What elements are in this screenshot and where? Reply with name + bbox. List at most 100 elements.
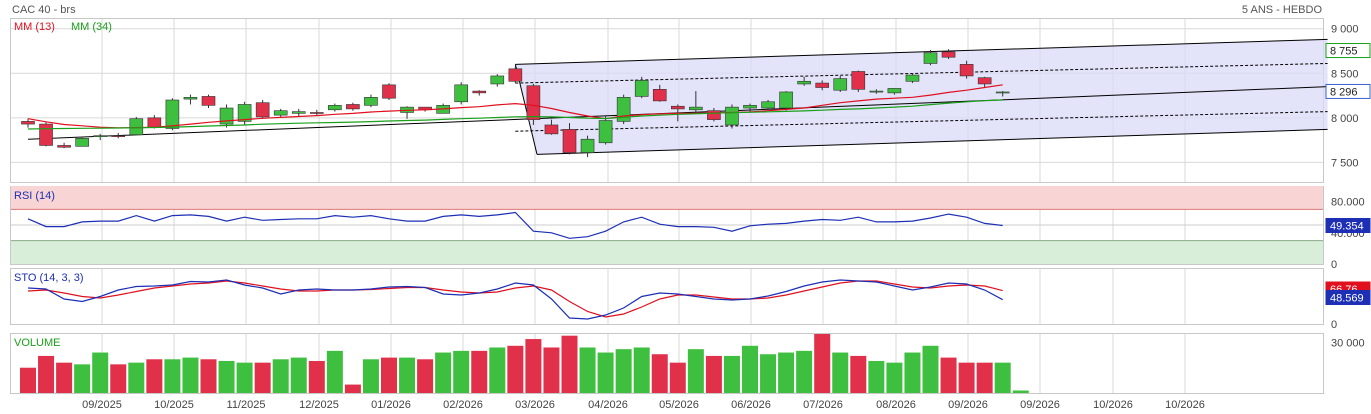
- candle-body: [634, 80, 649, 97]
- volume-bar: [994, 362, 1011, 393]
- volume-bar: [723, 355, 740, 393]
- x-tick-label: 09/2026: [948, 399, 988, 411]
- rsi-badge-box: [1325, 218, 1371, 234]
- candle-body: [255, 102, 270, 118]
- sto-title: STO (14, 3, 3): [14, 272, 84, 284]
- axis-ticks: 09/2025 10/2025 11/2025 12/2025 01/2026 02/20…: [82, 24, 1365, 411]
- ma13-line: [27, 84, 1003, 129]
- x-tick-label: 07/2026: [803, 399, 843, 411]
- rsi-overbought-zone: [11, 186, 1323, 210]
- candle-body: [75, 138, 89, 147]
- sto-tick-label: 0: [1331, 319, 1337, 331]
- volume-bar: [778, 352, 795, 393]
- volume-bar: [417, 359, 434, 393]
- volume-bar: [326, 350, 343, 393]
- candle-body: [977, 77, 992, 85]
- rsi-title: RSI (14): [14, 190, 55, 202]
- candle-body: [147, 117, 162, 128]
- rsi-tick-label: 0: [1331, 259, 1337, 271]
- price-high-badge: 8 755: [1330, 46, 1358, 58]
- volume-bar: [850, 355, 867, 393]
- volume-bar: [308, 360, 325, 393]
- candle-body: [346, 104, 360, 110]
- period-label: 5 ANS - HEBDO: [1242, 4, 1323, 16]
- candle-body: [309, 112, 324, 114]
- x-tick-label: 10/2025: [154, 399, 194, 411]
- x-tick-label: 10/2026: [1093, 399, 1133, 411]
- candle-body: [851, 71, 866, 90]
- volume-bar: [796, 350, 813, 393]
- volume-bar: [236, 362, 253, 393]
- candle-body: [833, 78, 848, 91]
- volume-bar: [74, 364, 91, 393]
- candle-body: [21, 121, 35, 125]
- x-tick-label: 11/2025: [227, 399, 266, 411]
- candle-body: [201, 96, 216, 106]
- candle-body: [905, 74, 920, 82]
- x-tick-label: 08/2026: [876, 399, 916, 411]
- candle-body: [291, 111, 306, 114]
- candle-body: [779, 91, 793, 109]
- candle-body: [219, 107, 234, 125]
- volume-bar: [705, 355, 722, 393]
- candle-body: [743, 105, 757, 109]
- x-tick-label: 01/2026: [371, 399, 411, 411]
- rsi-zones: [11, 186, 1323, 264]
- channel-upper: [515, 38, 1328, 65]
- volume-bar: [543, 347, 560, 393]
- sto-k-badge-box: [1325, 290, 1371, 305]
- candle-body: [364, 97, 378, 106]
- x-tick-label: 05/2026: [659, 399, 699, 411]
- volume-bar: [525, 339, 542, 393]
- volume-bar: [471, 350, 488, 393]
- candle-body: [923, 52, 938, 64]
- x-tick-label: 09/2026: [1020, 399, 1060, 411]
- rsi-oversold-zone: [11, 240, 1323, 264]
- candle-body: [273, 110, 288, 116]
- volume-bar: [651, 354, 668, 393]
- price-tick-label: 8 500: [1331, 68, 1359, 80]
- volume-bar: [218, 360, 235, 393]
- indicator-lines: [27, 84, 1003, 320]
- sto-panel: [10, 268, 1324, 325]
- volume-bar: [976, 362, 993, 393]
- price-tick-label: 7 500: [1331, 157, 1359, 169]
- sto-k-badge: 48.569: [1330, 293, 1364, 305]
- volume-bar: [868, 360, 885, 393]
- candle-body: [580, 138, 595, 153]
- volume-bar: [958, 362, 975, 393]
- price-last-badge-box: [1325, 83, 1371, 99]
- candle-body: [815, 82, 830, 88]
- channel-fill: [515, 39, 1328, 155]
- candle-body: [941, 51, 956, 58]
- volume-bar: [38, 355, 55, 393]
- volume-bar: [489, 347, 506, 393]
- rsi-badge: 49.354: [1330, 221, 1364, 233]
- x-tick-label: 04/2026: [588, 399, 628, 411]
- candle-body: [129, 118, 144, 136]
- volume-bar: [579, 347, 596, 393]
- volume-bar: [561, 335, 578, 393]
- volume-title: VOLUME: [14, 337, 60, 349]
- price-tick-label: 9 000: [1331, 24, 1359, 36]
- candle-body: [995, 91, 1010, 94]
- volume-bar: [92, 352, 109, 393]
- volume-bar: [922, 345, 939, 393]
- regression-channel: [27, 38, 1328, 155]
- volume-bar: [272, 359, 289, 393]
- channel-lower: [536, 128, 1328, 155]
- x-tick-label: 03/2026: [515, 399, 555, 411]
- candle-body: [508, 68, 523, 82]
- volume-bar: [886, 362, 903, 393]
- volume-bar: [362, 359, 379, 393]
- candle-body: [39, 123, 53, 146]
- volume-bar: [760, 354, 777, 393]
- volume-bar: [615, 349, 632, 393]
- volume-bar: [344, 384, 361, 393]
- candle-body: [490, 75, 505, 85]
- volume-bar: [940, 357, 957, 393]
- candle-body: [526, 85, 541, 120]
- rsi-tick-label: 80.000: [1331, 197, 1365, 209]
